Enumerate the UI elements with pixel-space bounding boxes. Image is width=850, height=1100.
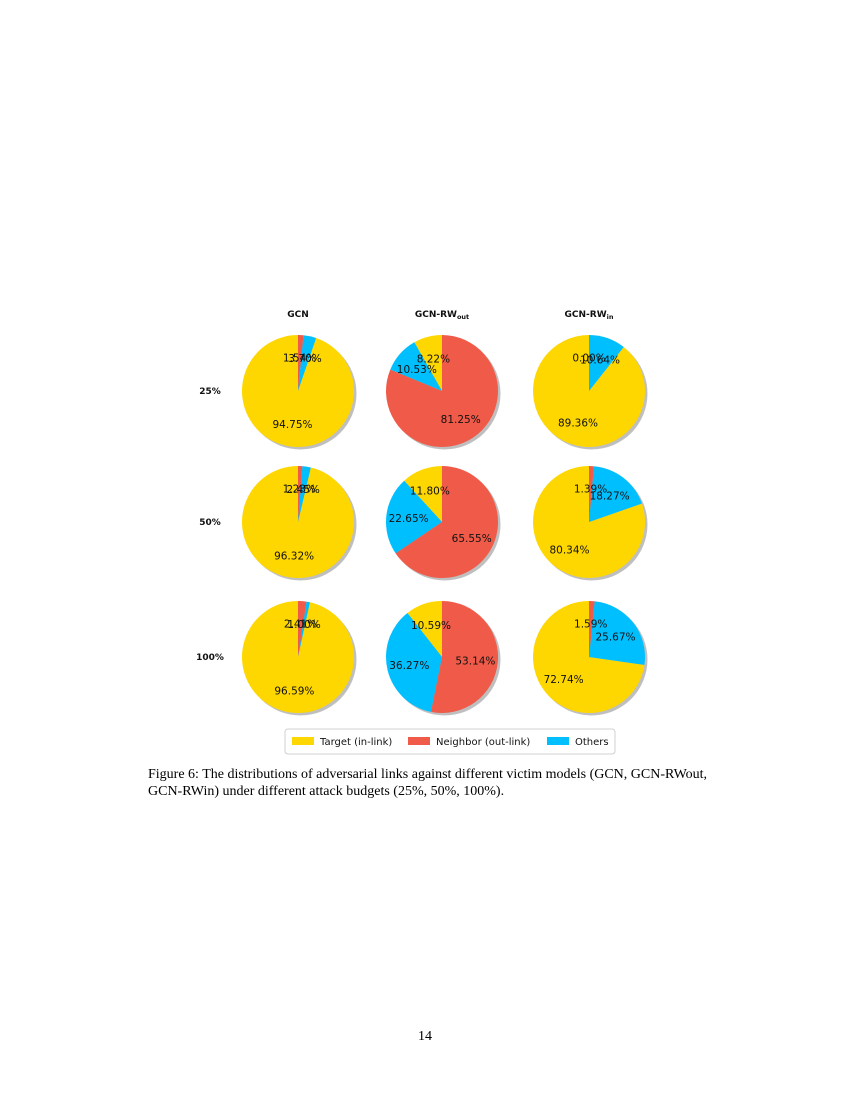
pie-gcn-rwout-50: 11.80% 22.65% 65.55% bbox=[385, 466, 501, 581]
wedge-neighbor-out-link bbox=[395, 466, 498, 579]
wedge-neighbor-out-link bbox=[431, 601, 499, 713]
wedge-others bbox=[298, 601, 310, 657]
wedge-others bbox=[390, 342, 442, 391]
pie-label-neighbor-out-link: 1.23% bbox=[283, 483, 316, 495]
column-title-gcn-rwin: GCN-RWin bbox=[565, 310, 614, 321]
figure-caption: Figure 6: The distributions of adversari… bbox=[148, 767, 708, 799]
pie-label-others: 10.64% bbox=[580, 354, 620, 366]
pie-gcn-rwout-100: 10.59% 36.27% 53.14% bbox=[386, 601, 501, 716]
pie-gcn-rwout-25: 8.22%10.53% 81.25% bbox=[385, 335, 501, 450]
wedge-neighbor-out-link bbox=[298, 601, 307, 657]
wedge-target-in-link bbox=[414, 335, 442, 391]
pie-label-neighbor-out-link: 1.39% bbox=[574, 483, 607, 495]
pie-gcn-25: 94.75% 3.70%1.54% bbox=[241, 334, 357, 450]
pie-label-target-in-link: 8.22% bbox=[417, 354, 450, 366]
pie-gcn-100: 96.59% 1.00%2.41% bbox=[242, 601, 357, 716]
legend-label-others: Others bbox=[575, 737, 609, 748]
page-number: 14 bbox=[418, 1029, 432, 1044]
legend-box bbox=[284, 728, 616, 755]
pie-label-target-in-link: 10.59% bbox=[411, 620, 451, 632]
pie-label-neighbor-out-link: 1.59% bbox=[574, 618, 607, 630]
pie-label-target-in-link: 72.74% bbox=[544, 674, 584, 686]
wedge-neighbor-out-link bbox=[298, 335, 304, 391]
pie-label-others: 1.00% bbox=[287, 619, 320, 631]
pie-label-others: 18.27% bbox=[590, 491, 630, 503]
legend-label-neighbor-out-link: Neighbor (out-link) bbox=[436, 737, 530, 748]
wedge-target-in-link bbox=[242, 601, 355, 713]
wedge-target-in-link bbox=[241, 466, 354, 578]
pie-gcn-rwin-100: 72.74% 25.67%1.59% bbox=[533, 601, 648, 716]
wedge-others bbox=[386, 612, 442, 712]
wedge-target-in-link bbox=[407, 601, 442, 657]
pie-label-others: 25.67% bbox=[595, 631, 635, 643]
wedge-target-in-link bbox=[533, 335, 646, 447]
pie-gcn-rwin-50: 80.34% 18.27%1.39% bbox=[533, 465, 648, 581]
pie-label-target-in-link: 96.32% bbox=[274, 550, 314, 562]
pie-gcn-50: 96.32% 2.45%1.23% bbox=[241, 466, 357, 581]
wedge-target-in-link bbox=[533, 466, 646, 578]
legend-label-target-in-link: Target (in-link) bbox=[319, 737, 392, 748]
legend-swatch-target-in-link bbox=[292, 737, 314, 745]
pie-label-others: 10.53% bbox=[397, 364, 437, 376]
pie-label-others: 3.70% bbox=[288, 353, 321, 365]
column-title-gcn-rwout: GCN-RWout bbox=[415, 310, 469, 321]
row-label-100: 100% bbox=[196, 653, 224, 663]
pie-label-neighbor-out-link: 65.55% bbox=[452, 533, 492, 545]
row-label-50: 50% bbox=[199, 518, 221, 528]
legend-swatch-neighbor-out-link bbox=[408, 737, 430, 745]
wedge-target-in-link bbox=[241, 334, 354, 447]
wedge-neighbor-out-link bbox=[589, 601, 595, 657]
pie-label-neighbor-out-link: 81.25% bbox=[441, 414, 481, 426]
pie-label-target-in-link: 11.80% bbox=[410, 486, 450, 498]
pie-label-neighbor-out-link: 1.54% bbox=[283, 352, 316, 364]
wedge-target-in-link bbox=[404, 466, 442, 522]
pie-label-others: 36.27% bbox=[389, 660, 429, 672]
wedge-others bbox=[385, 480, 442, 554]
pie-label-target-in-link: 80.34% bbox=[549, 544, 589, 556]
wedge-others bbox=[589, 601, 646, 665]
wedge-others bbox=[298, 466, 311, 522]
pie-label-neighbor-out-link: 2.41% bbox=[284, 619, 317, 631]
pie-label-others: 22.65% bbox=[389, 513, 429, 525]
row-label-25: 25% bbox=[199, 387, 221, 397]
column-title-gcn: GCN bbox=[287, 310, 309, 320]
wedge-neighbor-out-link bbox=[589, 465, 594, 522]
pie-label-target-in-link: 89.36% bbox=[558, 418, 598, 430]
pie-grid-figure: GCN GCN-RWout GCN-RWin 25% 50% 100% 94.75% 3.70… bbox=[196, 310, 648, 755]
pie-label-target-in-link: 94.75% bbox=[272, 419, 312, 431]
legend-swatch-others bbox=[547, 737, 569, 745]
wedge-others bbox=[298, 335, 317, 391]
wedge-target-in-link bbox=[533, 601, 645, 713]
pie-label-target-in-link: 96.59% bbox=[274, 685, 314, 697]
wedge-others bbox=[589, 335, 624, 391]
wedge-others bbox=[589, 466, 642, 522]
pie-label-neighbor-out-link: 53.14% bbox=[455, 655, 495, 667]
pie-label-others: 2.45% bbox=[287, 484, 320, 496]
legend: Target (in-link) Neighbor (out-link) Other… bbox=[284, 728, 616, 755]
pie-label-neighbor-out-link: 0.00% bbox=[572, 352, 605, 364]
pie-gcn-rwin-25: 89.36% 10.64%0.00% bbox=[533, 335, 648, 450]
wedge-neighbor-out-link bbox=[298, 466, 303, 522]
wedge-neighbor-out-link bbox=[385, 335, 498, 447]
